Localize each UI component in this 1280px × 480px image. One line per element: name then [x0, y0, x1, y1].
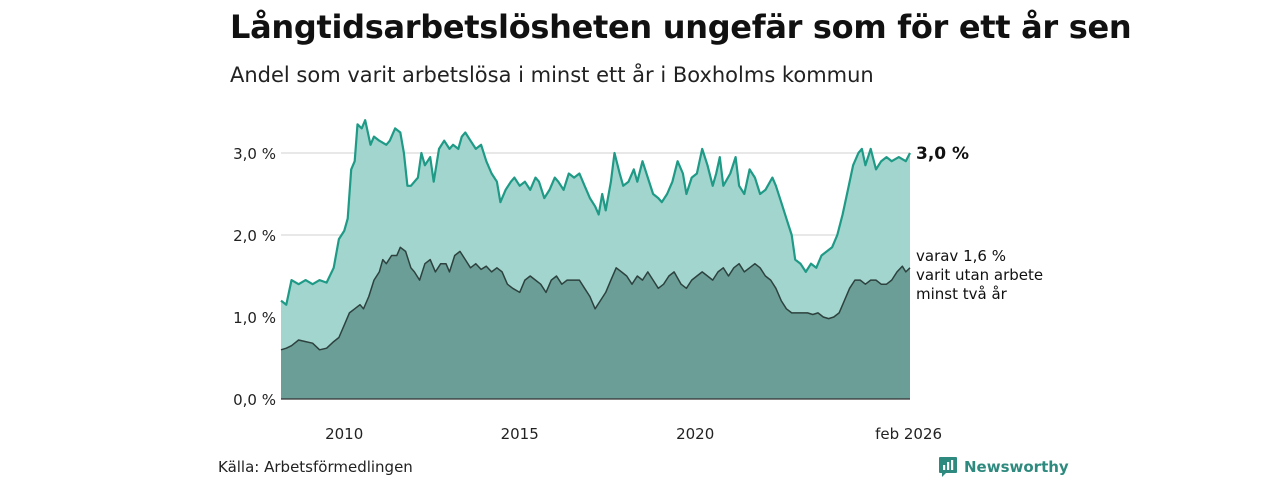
newsworthy-logo-icon: [939, 457, 957, 477]
source-note: Källa: Arbetsförmedlingen: [218, 458, 413, 476]
long-term-end-label: varav 1,6 % varit utan arbete minst två …: [916, 247, 1048, 303]
y-axis-ticks: 0,0 % 1,0 % 2,0 % 3,0 %: [233, 145, 276, 409]
long-term-area: [281, 247, 910, 399]
chart-subtitle: Andel som varit arbetslösa i minst ett å…: [230, 63, 874, 87]
y-tick-label: 3,0 %: [233, 145, 276, 163]
long-term-end-label-line-2: varit utan arbete: [916, 266, 1043, 284]
total-end-label: 3,0 %: [916, 144, 969, 164]
y-tick-label: 0,0 %: [233, 391, 276, 409]
chart-title: Långtidsarbetslösheten ungefär som för e…: [230, 8, 1132, 46]
x-tick-label: 2010: [325, 425, 363, 443]
total-line: [280, 119, 911, 306]
x-tick-label: feb 2026: [875, 425, 942, 443]
x-axis-ticks: 2010 2015 2020 feb 2026: [325, 425, 942, 443]
long-term-line: [280, 246, 911, 351]
long-term-end-label-line-3: minst två år: [916, 285, 1008, 303]
newsworthy-logo[interactable]: Newsworthy: [938, 455, 1069, 479]
x-tick-label: 2020: [676, 425, 714, 443]
y-tick-label: 2,0 %: [233, 227, 276, 245]
brand-name: Newsworthy: [964, 458, 1069, 476]
y-tick-label: 1,0 %: [233, 309, 276, 327]
long-term-end-label-line-1: varav 1,6 %: [916, 247, 1006, 265]
x-tick-label: 2015: [501, 425, 539, 443]
